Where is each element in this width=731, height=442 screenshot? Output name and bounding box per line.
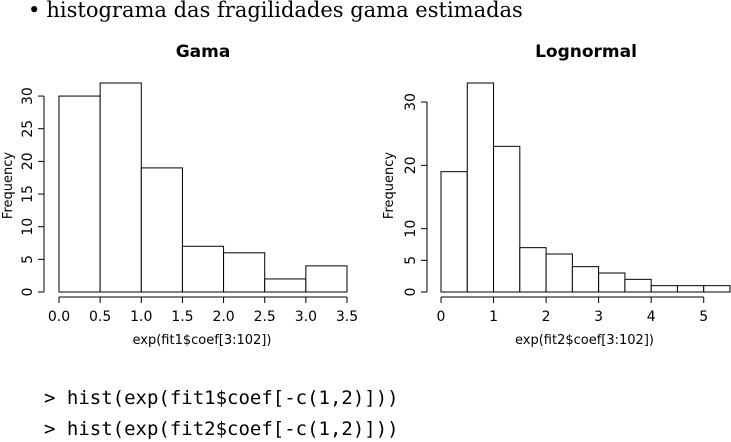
chart1-xlabel: exp(fit1$coef[3:102])	[133, 333, 272, 348]
chart2-bar	[598, 272, 626, 293]
chart2-x-tick-label: 4	[647, 309, 656, 325]
chart1-bar	[58, 95, 101, 293]
chart1-x-tick-label: 1.5	[171, 309, 193, 325]
chart2-y-tick-label: 20	[403, 156, 419, 174]
header-text: histograma das fragilidades gama estimad…	[46, 0, 523, 22]
chart2-x-tick-label: 3	[594, 309, 603, 325]
chart2-x-tick-label: 1	[489, 309, 498, 325]
chart2-bar	[650, 285, 678, 293]
chart1-x-tick-label: 2.5	[254, 309, 276, 325]
chart1-x-tick-label: 1.0	[130, 309, 152, 325]
chart1-y-tick-label: 5	[20, 255, 36, 264]
chart2-bar	[519, 247, 547, 293]
chart2-bar	[571, 266, 600, 293]
chart2-x-tick-label: 0	[437, 309, 446, 325]
chart1-y-tick-label: 25	[20, 120, 36, 138]
chart2-x-tick-label: 5	[699, 309, 708, 325]
chart2-bar	[703, 285, 731, 293]
chart1-bar	[140, 167, 183, 293]
chart1-ylabel: Frequency	[1, 152, 16, 219]
chart1-y-tick-label: 15	[20, 185, 36, 203]
chart1-bar	[223, 252, 266, 293]
chart1-title: Gama	[176, 42, 231, 62]
chart2-y-tick-label: 0	[403, 288, 419, 297]
chart2-y-tick-label: 10	[403, 220, 419, 238]
chart2-bar	[466, 82, 495, 293]
bullet-icon: •	[28, 0, 41, 22]
chart1-x-tick-label: 0.5	[89, 309, 111, 325]
chart1-y-tick-label: 10	[20, 218, 36, 236]
chart1-x-tick-label: 3.5	[336, 309, 358, 325]
chart2-y-tick-label: 5	[403, 256, 419, 265]
chart1-y-tick-label: 20	[20, 152, 36, 170]
header-bullet-text: • histograma das fragilidades gama estima…	[28, 0, 523, 22]
chart2-bar	[545, 253, 573, 293]
chart2-bar	[493, 145, 521, 293]
chart2-title: Lognormal	[535, 42, 637, 62]
chart2-bar	[440, 171, 468, 293]
chart1-bar	[181, 245, 225, 293]
histogram-charts: Gama 0.0 0.5 1.0 1.5 2.0 2.5 3.0 3.5 exp(fit1$coe…	[1, 42, 731, 348]
chart2-bar	[676, 285, 705, 293]
chart2-ylabel: Frequency	[382, 152, 397, 219]
chart1-y-tick-label: 0	[20, 288, 36, 297]
chart1-y-tick-label: 30	[20, 87, 36, 105]
chart2-y-tick-label: 30	[403, 93, 419, 111]
chart1-bar	[99, 82, 142, 293]
chart1-bar	[305, 265, 348, 293]
chart2-xlabel: exp(fit2$coef[3:102])	[515, 333, 654, 348]
chart1-bar	[264, 278, 307, 293]
chart1-x-tick-label: 2.0	[212, 309, 234, 325]
code-line-2: > hist(exp(fit2$coef[-c(1,2)]))	[44, 418, 399, 440]
chart2-x-tick-label: 2	[542, 309, 551, 325]
chart1-x-tick-label: 0.0	[48, 309, 70, 325]
chart2-bar	[624, 278, 652, 293]
code-line-1: > hist(exp(fit1$coef[-c(1,2)]))	[44, 387, 399, 409]
chart1-x-tick-label: 3.0	[295, 309, 317, 325]
